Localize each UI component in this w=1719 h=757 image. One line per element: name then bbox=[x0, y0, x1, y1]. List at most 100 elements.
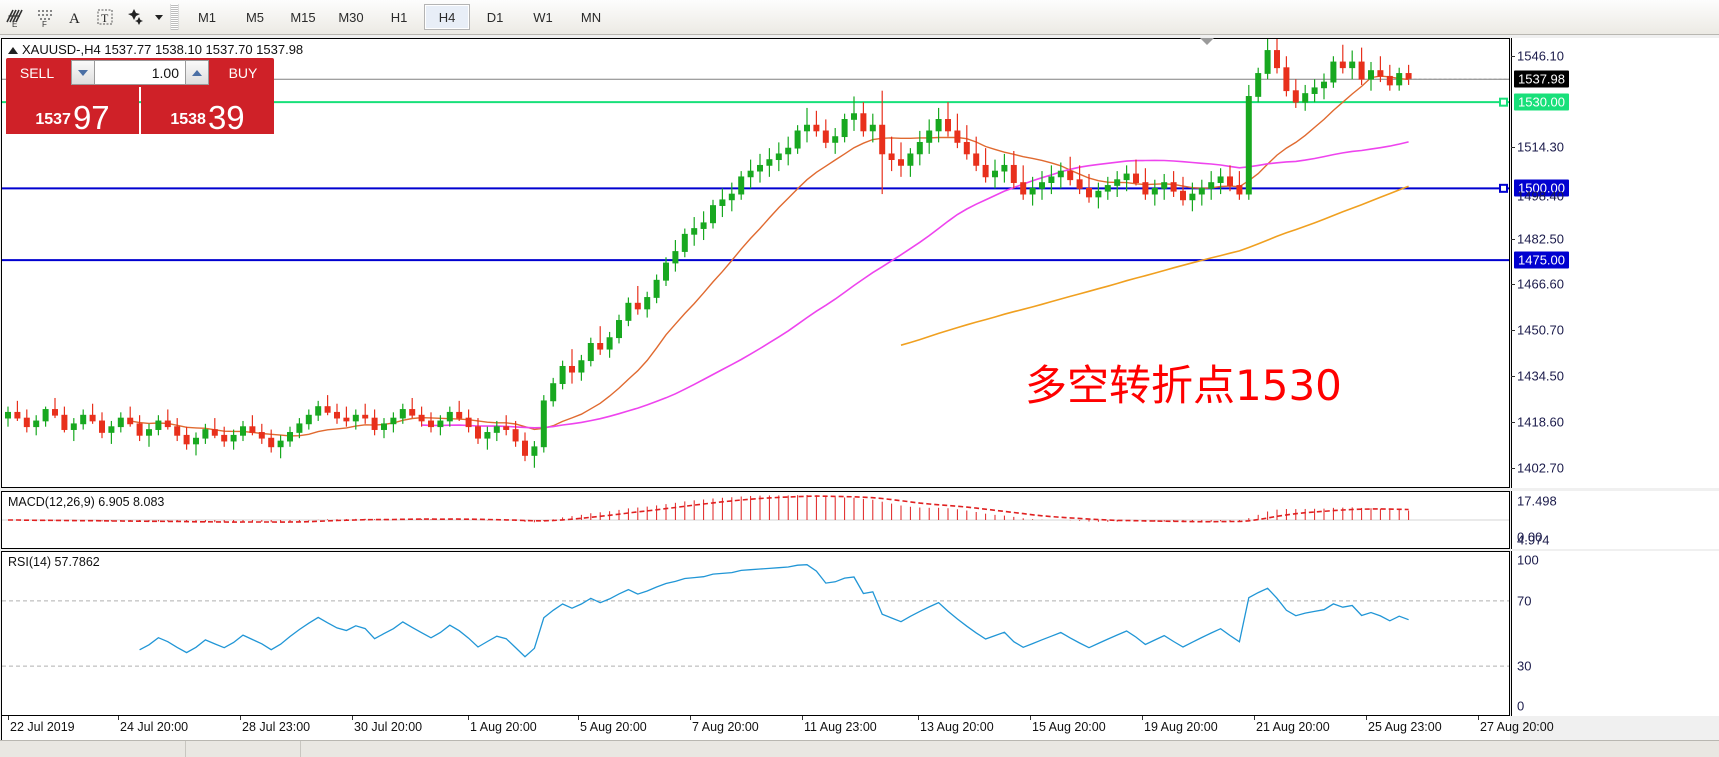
level-label-1475: 1475.00 bbox=[1514, 251, 1569, 269]
sell-button[interactable]: SELL bbox=[6, 58, 68, 87]
timeframe-m15[interactable]: M15 bbox=[290, 9, 316, 25]
time-axis-tick bbox=[578, 716, 579, 720]
volume-increase-button[interactable] bbox=[185, 60, 209, 85]
macd-pane[interactable] bbox=[1, 491, 1510, 549]
time-axis-tick bbox=[690, 716, 691, 720]
status-bar bbox=[0, 740, 1719, 757]
time-axis-label: 11 Aug 23:00 bbox=[804, 720, 877, 734]
time-axis-label: 15 Aug 20:00 bbox=[1032, 720, 1106, 734]
current-price-label: 1537.98 bbox=[1514, 70, 1569, 88]
price-tick-label: 1482.50 bbox=[1517, 231, 1564, 247]
macd-svg bbox=[2, 495, 1509, 523]
objects-dropdown-arrow-icon[interactable] bbox=[150, 2, 166, 32]
macd-axis-label: 4.974 bbox=[1517, 532, 1550, 548]
price-tick bbox=[1511, 467, 1515, 469]
status-segment-1 bbox=[0, 741, 186, 757]
price-tick bbox=[1511, 284, 1515, 286]
price-tick-label-overlapped: 1498.40 bbox=[1517, 188, 1564, 204]
timeframe-h4[interactable]: H4 bbox=[424, 4, 470, 30]
rsi-svg bbox=[2, 564, 1509, 667]
timeframe-group: M1 M5 M15 M30 H1 H4 D1 W1 MN bbox=[183, 4, 615, 30]
rsi-pane[interactable] bbox=[1, 551, 1510, 716]
status-segment-3 bbox=[300, 741, 1719, 757]
macd-axis-label: 0.00 bbox=[1517, 529, 1543, 545]
price-tick bbox=[1511, 422, 1515, 424]
time-axis-label: 27 Aug 20:00 bbox=[1480, 720, 1554, 734]
time-axis-label: 5 Aug 20:00 bbox=[580, 720, 647, 734]
time-axis-tick bbox=[1254, 716, 1255, 720]
time-axis-label: 1 Aug 20:00 bbox=[470, 720, 537, 734]
one-click-trading-panel[interactable]: SELL 1.00 BUY 1537 97 1538 39 bbox=[6, 58, 274, 134]
price-chart-svg bbox=[2, 39, 1509, 468]
indicators-grid-icon[interactable]: F bbox=[30, 2, 60, 32]
level-label-1500: 1500.00 bbox=[1514, 179, 1569, 197]
trade-panel-prices-row: 1537 97 1538 39 bbox=[6, 87, 274, 134]
price-tick-label: 1402.70 bbox=[1517, 460, 1564, 476]
symbol-expand-triangle-icon bbox=[8, 47, 18, 54]
price-tick bbox=[1511, 329, 1515, 331]
time-axis-tick bbox=[802, 716, 803, 720]
time-axis[interactable]: 22 Jul 2019 24 Jul 20:00 28 Jul 23:00 30 Ju… bbox=[1, 716, 1554, 740]
timeframe-m1[interactable]: M1 bbox=[197, 9, 217, 25]
time-axis-label: 25 Aug 23:00 bbox=[1368, 720, 1442, 734]
price-tick bbox=[1511, 376, 1515, 378]
price-tick-label: 1466.60 bbox=[1517, 276, 1564, 292]
price-tick-label: 1514.30 bbox=[1517, 139, 1564, 155]
buy-button[interactable]: BUY bbox=[212, 58, 274, 87]
timeframe-mn[interactable]: MN bbox=[580, 9, 602, 25]
svg-text:E: E bbox=[12, 20, 17, 28]
time-axis-label: 28 Jul 23:00 bbox=[242, 720, 311, 734]
volume-stepper[interactable]: 1.00 bbox=[68, 58, 212, 87]
level-label-1530: 1530.00 bbox=[1514, 93, 1569, 111]
time-axis-tick bbox=[1030, 716, 1031, 720]
price-tick bbox=[1511, 147, 1515, 149]
svg-text:A: A bbox=[69, 11, 80, 27]
time-axis-tick bbox=[1478, 716, 1479, 720]
volume-input[interactable]: 1.00 bbox=[95, 60, 185, 85]
svg-text:T: T bbox=[101, 11, 109, 25]
time-axis-label: 7 Aug 20:00 bbox=[692, 720, 759, 734]
timeframe-h1[interactable]: H1 bbox=[390, 9, 408, 25]
text-box-icon[interactable]: T bbox=[90, 2, 120, 32]
price-axis[interactable]: 1546.10 1514.30 1482.50 1466.60 1450.70 1434.… bbox=[1511, 38, 1719, 488]
time-axis-tick bbox=[918, 716, 919, 720]
sell-price-quote[interactable]: 1537 97 bbox=[6, 87, 139, 134]
chart-scroll-marker[interactable] bbox=[1200, 38, 1214, 45]
timeframe-w1[interactable]: W1 bbox=[533, 9, 553, 25]
symbol-ohlc-header: XAUUSD-,H4 1537.77 1538.10 1537.70 1537.… bbox=[8, 42, 303, 57]
buy-price-quote[interactable]: 1538 39 bbox=[141, 87, 274, 134]
expert-advisors-icon[interactable]: E bbox=[0, 2, 30, 32]
objects-icon[interactable] bbox=[120, 2, 150, 32]
rsi-axis-label: 70 bbox=[1517, 593, 1532, 609]
timeframe-m30[interactable]: M30 bbox=[338, 9, 364, 25]
macd-title: MACD(12,26,9) 6.905 8.083 bbox=[8, 495, 165, 509]
rsi-axis-label: 0 bbox=[1517, 698, 1525, 714]
time-axis-tick bbox=[8, 716, 9, 720]
price-tick-label: 1418.60 bbox=[1517, 414, 1564, 430]
time-axis-label: 22 Jul 2019 bbox=[10, 720, 75, 734]
volume-decrease-button[interactable] bbox=[71, 60, 95, 85]
timeframe-d1[interactable]: D1 bbox=[486, 9, 504, 25]
time-axis-tick bbox=[240, 716, 241, 720]
trade-panel-top-row: SELL 1.00 BUY bbox=[6, 58, 274, 87]
time-axis-tick bbox=[1366, 716, 1367, 720]
svg-text:F: F bbox=[42, 20, 47, 28]
price-tick-label: 1546.10 bbox=[1517, 48, 1564, 64]
time-axis-label: 24 Jul 20:00 bbox=[120, 720, 189, 734]
price-tick-label: 1450.70 bbox=[1517, 322, 1564, 338]
time-axis-tick bbox=[468, 716, 469, 720]
status-segment-2 bbox=[185, 741, 301, 757]
text-label-icon[interactable]: A bbox=[60, 2, 90, 32]
sell-price-integer: 1537 bbox=[35, 111, 71, 128]
timeframe-m5[interactable]: M5 bbox=[245, 9, 265, 25]
time-axis-tick bbox=[352, 716, 353, 720]
rsi-axis-label: 30 bbox=[1517, 658, 1532, 674]
rsi-title: RSI(14) 57.7862 bbox=[8, 555, 100, 569]
rsi-axis-label: 100 bbox=[1517, 552, 1539, 568]
macd-axis-label: 17.498 bbox=[1517, 493, 1557, 509]
buy-price-fraction: 39 bbox=[207, 98, 245, 136]
chart-annotation-text: 多空转折点1530 bbox=[1025, 361, 1342, 410]
price-tick bbox=[1511, 238, 1515, 240]
time-axis-label: 13 Aug 20:00 bbox=[920, 720, 994, 734]
